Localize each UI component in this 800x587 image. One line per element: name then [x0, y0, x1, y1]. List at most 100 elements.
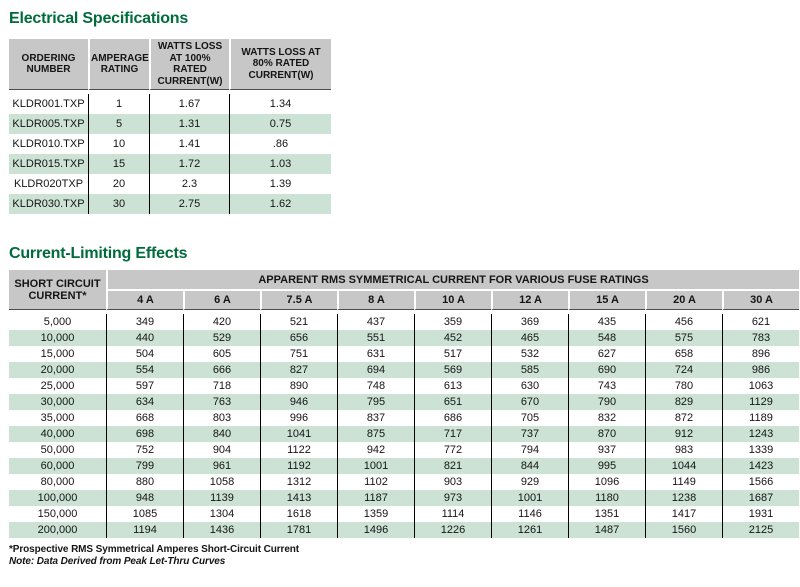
spec-value-cell: 1.62	[229, 194, 331, 214]
apparent-current-cell: 605	[183, 346, 260, 362]
spec-value-cell: 1.31	[149, 114, 229, 134]
spec-value-cell: 2.75	[149, 194, 229, 214]
fuse-rating-header: 7.5 A	[260, 291, 337, 310]
apparent-current-cell: 1423	[722, 458, 799, 474]
apparent-current-cell: 875	[337, 426, 414, 442]
apparent-current-cell: 1781	[260, 522, 337, 538]
apparent-current-cell: 551	[337, 330, 414, 346]
apparent-current-cell: 1687	[722, 490, 799, 506]
apparent-current-cell: 986	[722, 362, 799, 378]
header-gap-row	[9, 310, 799, 314]
apparent-current-cell: 532	[491, 346, 568, 362]
fuse-rating-header: 4 A	[106, 291, 183, 310]
watts-loss-80-header: WATTS LOSS AT 80% RATED CURRENT(W)	[229, 39, 331, 90]
ordering-number-header: ORDERING NUMBER	[9, 39, 88, 90]
apparent-current-cell: 751	[260, 346, 337, 362]
spec-value-cell: 0.75	[229, 114, 331, 134]
short-circuit-current-cell: 35,000	[40, 412, 75, 424]
current-limiting-row: 5,000 349 420 521 437 359 369 435 456 621	[9, 314, 799, 330]
apparent-current-cell: 1339	[722, 442, 799, 458]
apparent-current-cell: 929	[491, 474, 568, 490]
electrical-spec-row: KLDR030.TXP 30 2.75 1.62	[9, 194, 331, 214]
apparent-current-cell: 937	[568, 442, 645, 458]
apparent-current-cell: 743	[568, 378, 645, 394]
apparent-current-cell: 903	[414, 474, 491, 490]
apparent-current-cell: 686	[414, 410, 491, 426]
apparent-current-cell: 656	[260, 330, 337, 346]
electrical-header-row: ORDERING NUMBER AMPERAGE RATING WATTS LO…	[9, 39, 331, 90]
ordering-number-cell: KLDR001.TXP	[12, 98, 85, 110]
apparent-current-cell: 794	[491, 442, 568, 458]
apparent-current-cell: 569	[414, 362, 491, 378]
apparent-current-cell: 1304	[183, 506, 260, 522]
apparent-current-cell: 763	[183, 394, 260, 410]
apparent-current-cell: 1102	[337, 474, 414, 490]
apparent-current-cell: 1413	[260, 490, 337, 506]
spec-value-cell: 2.3	[149, 174, 229, 194]
fuse-rating-header: 15 A	[568, 291, 645, 310]
apparent-current-cell: 1001	[491, 490, 568, 506]
apparent-current-cell: 1149	[645, 474, 722, 490]
current-limiting-row: 35,000 668 803 996 837 686 705 832 872 1189	[9, 410, 799, 426]
apparent-current-cell: 1085	[106, 506, 183, 522]
apparent-current-cell: 349	[106, 314, 183, 330]
short-circuit-current-cell: 40,000	[9, 426, 106, 442]
apparent-current-cell: 690	[568, 362, 645, 378]
apparent-current-cell: 717	[414, 426, 491, 442]
short-circuit-current-cell: 15,000	[40, 348, 75, 360]
spec-value-cell: 10	[88, 134, 149, 154]
apparent-current-cell: 694	[337, 362, 414, 378]
spec-value-cell: 15	[88, 154, 149, 174]
current-limiting-row: 10,000 440 529 656 551 452 465 548 575 783	[9, 330, 799, 346]
apparent-current-cell: 1226	[414, 522, 491, 538]
short-circuit-current-cell: 25,000	[40, 380, 75, 392]
current-limiting-row: 30,000 634 763 946 795 651 670 790 829 1129	[9, 394, 799, 410]
apparent-current-cell: 548	[568, 330, 645, 346]
data-derived-note: Note: Data Derived from Peak Let-Thru Cu…	[9, 556, 226, 567]
ordering-number-cell: KLDR015.TXP	[9, 154, 88, 174]
apparent-current-cell: 772	[414, 442, 491, 458]
apparent-current-cell: 440	[106, 330, 183, 346]
ordering-number-cell: KLDR010.TXP	[12, 138, 85, 150]
apparent-current-cell: 837	[337, 410, 414, 426]
apparent-current-cell: 1063	[722, 378, 799, 394]
apparent-current-cell: 517	[414, 346, 491, 362]
fuse-rating-header: 10 A	[414, 291, 491, 310]
apparent-current-cell: 995	[568, 458, 645, 474]
apparent-current-cell: 630	[491, 378, 568, 394]
fuse-rating-header: 8 A	[337, 291, 414, 310]
current-limiting-table: SHORT CIRCUIT CURRENT* APPARENT RMS SYMM…	[9, 270, 799, 538]
watts-loss-100-header: WATTS LOSS AT 100% RATED CURRENT(W)	[149, 39, 229, 90]
ordering-number-cell: KLDR020TXP	[13, 178, 84, 190]
apparent-current-cell: 1487	[568, 522, 645, 538]
apparent-current-cell: 554	[106, 362, 183, 378]
apparent-current-cell: 529	[183, 330, 260, 346]
apparent-current-cell: 1496	[337, 522, 414, 538]
apparent-current-cell: 369	[491, 314, 568, 330]
apparent-current-cell: 1114	[414, 506, 491, 522]
apparent-current-cell: 1187	[337, 490, 414, 506]
apparent-current-cell: 748	[337, 378, 414, 394]
apparent-current-cell: 627	[568, 346, 645, 362]
apparent-current-cell: 904	[183, 442, 260, 458]
spec-value-cell: 1.67	[149, 94, 229, 114]
apparent-current-cell: 790	[568, 394, 645, 410]
apparent-current-cell: 420	[183, 314, 260, 330]
apparent-current-cell: 829	[645, 394, 722, 410]
apparent-current-cell: 1189	[722, 410, 799, 426]
apparent-current-cell: 832	[568, 410, 645, 426]
apparent-current-cell: 827	[260, 362, 337, 378]
apparent-current-cell: 2125	[722, 522, 799, 538]
apparent-current-cell: 575	[645, 330, 722, 346]
current-limiting-row: 60,000 799 961 1192 1001 821 844 995 1044 1423	[9, 458, 799, 474]
electrical-spec-row: KLDR020TXP 20 2.3 1.39	[9, 174, 331, 194]
current-limiting-row: 80,000 880 1058 1312 1102 903 929 1096 1149 1566	[9, 474, 799, 490]
apparent-current-cell: 1261	[491, 522, 568, 538]
short-circuit-current-cell: 60,000	[9, 458, 106, 474]
electrical-specifications-table: ORDERING NUMBER AMPERAGE RATING WATTS LO…	[9, 39, 331, 214]
apparent-current-cell: 670	[491, 394, 568, 410]
apparent-current-cell: 658	[645, 346, 722, 362]
apparent-current-cell: 1041	[260, 426, 337, 442]
fuse-rating-header: 6 A	[183, 291, 260, 310]
